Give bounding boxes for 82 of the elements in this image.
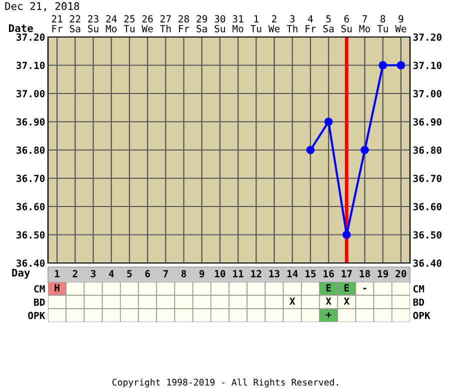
x-tick-label: 1 Tu	[250, 15, 262, 32]
x-tick-label: 16	[324, 270, 334, 278]
y2-tick-label: 36.80	[413, 146, 442, 154]
y-tick-label: 37.20	[16, 33, 45, 41]
y-tick-label: CM	[34, 285, 45, 292]
chart-title: Dec 21, 2018	[5, 2, 80, 12]
x-tick-label: 8	[181, 270, 186, 278]
y2-tick-label: 36.90	[413, 118, 442, 126]
text: -	[363, 288, 366, 290]
x-tick-label: 9	[199, 270, 204, 278]
x-tick-label: 30 Su	[214, 15, 226, 32]
x-tick-label: 3	[90, 270, 96, 278]
y-tick-label: 36.80	[16, 146, 45, 154]
x-tick-label: 13	[269, 270, 280, 278]
x-tick-label: 1	[55, 270, 60, 278]
y-tick-label: 37.10	[16, 62, 45, 70]
x-tick-label: 2 We	[268, 15, 280, 32]
x-tick-label: 5	[127, 270, 132, 278]
point	[360, 146, 369, 154]
text: E	[326, 284, 331, 292]
x-tick-label: 2	[72, 270, 78, 278]
x-tick-label: 9 We	[395, 15, 406, 32]
x-tick-label: 23 Su	[88, 15, 98, 32]
x-tick-label: 26 We	[142, 15, 153, 32]
y-tick-label: BD	[34, 298, 45, 306]
x-tick-label: 6	[145, 270, 150, 278]
text: X	[326, 298, 332, 305]
x-tick-label: 20	[396, 270, 406, 278]
y2-tick-label: BD	[413, 298, 424, 306]
y2-tick-label: 36.50	[413, 231, 442, 239]
x-tick-label: 7 Mo	[359, 15, 370, 32]
y2-tick-label: 36.60	[413, 202, 442, 210]
point	[378, 61, 388, 70]
y-tick-label: 36.50	[16, 231, 45, 239]
text: E	[344, 284, 349, 292]
y2-tick-label: 37.00	[413, 90, 442, 98]
x-tick-label: 10	[214, 270, 226, 278]
x-tick-label: 31 Mo	[232, 15, 244, 32]
x-tick-label: 29 Sa	[196, 15, 208, 32]
x-tick-label: 6 Su	[341, 15, 352, 32]
point	[324, 118, 333, 126]
y2-tick-label: OPK	[413, 312, 430, 320]
y2-tick-label: 37.20	[413, 33, 442, 41]
x-axis-title: Date	[9, 24, 33, 32]
text: Copyright 1998-2019 - All Rights Reserved.	[112, 378, 338, 388]
y2-tick-label: 37.10	[413, 62, 442, 70]
x-tick-label: 22 Sa	[70, 15, 80, 32]
point	[342, 230, 351, 239]
point	[306, 146, 315, 154]
y2-tick-label: 36.70	[413, 174, 442, 182]
y-tick-label: 36.60	[16, 202, 45, 210]
x-tick-label: 15	[305, 270, 316, 278]
x-tick-label: 28 Fr	[178, 15, 190, 32]
y-tick-label: 36.40	[16, 259, 45, 267]
x-tick-label: 24 Mo	[106, 15, 117, 32]
y2-tick-label: CM	[414, 285, 424, 292]
y-tick-label: OPK	[28, 312, 46, 320]
x-tick-label: 25 Tu	[124, 15, 135, 32]
y-tick-label: 37.00	[16, 90, 45, 98]
x-tick-label: 19	[378, 270, 388, 278]
x-tick-label: 18	[360, 270, 370, 278]
x-tick-label: 3 Th	[286, 15, 298, 32]
x-tick-label: 4	[108, 270, 114, 278]
text: +	[326, 312, 332, 318]
x-tick-label: 14	[287, 270, 298, 278]
x-axis-title: Day	[12, 268, 30, 279]
y-tick-label: 36.90	[16, 118, 45, 126]
text: X	[290, 298, 296, 305]
x-tick-label: 5 Sa	[323, 15, 334, 32]
text: X	[344, 298, 350, 305]
x-tick-label: 11	[233, 270, 244, 278]
x-tick-label: 12	[251, 270, 262, 278]
x-tick-label: 7	[163, 270, 168, 278]
x-tick-label: 17	[342, 270, 352, 278]
x-tick-label: 8 Tu	[377, 15, 388, 32]
y-tick-label: 36.70	[16, 174, 45, 182]
x-tick-label: 4 Fr	[306, 15, 316, 32]
x-tick-label: 27 Th	[160, 15, 171, 32]
text: H	[54, 284, 60, 292]
y2-tick-label: 36.40	[413, 259, 442, 267]
x-tick-label: 21 Fr	[52, 15, 63, 32]
point	[396, 61, 406, 70]
